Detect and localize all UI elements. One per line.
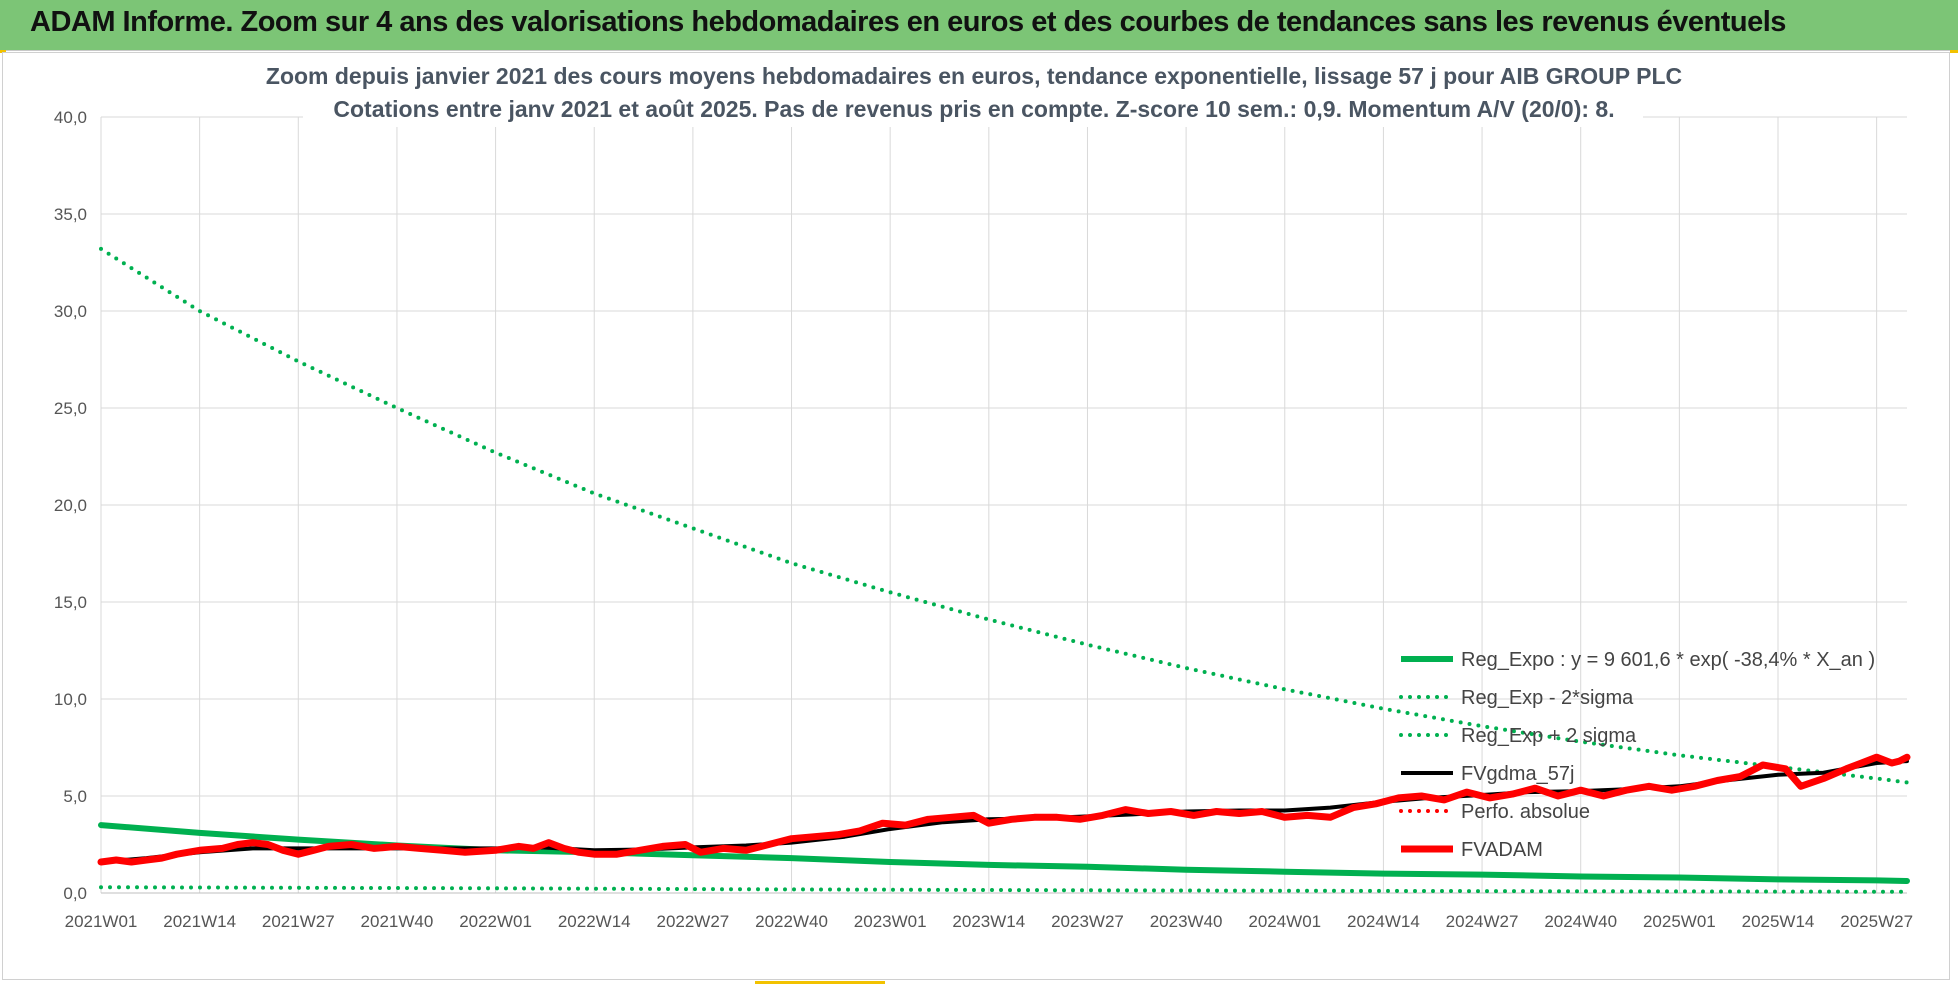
series-line-0	[98, 822, 1910, 884]
x-tick-label: 2025W01	[1643, 912, 1716, 931]
x-tick-label: 2022W40	[755, 912, 828, 931]
legend-label: FVgdma_57j	[1461, 763, 1574, 785]
legend: Reg_Expo : y = 9 601,6 * exp( -38,4% * X…	[1399, 649, 1875, 861]
x-tick-label: 2023W27	[1051, 912, 1124, 931]
x-tick-label: 2024W27	[1446, 912, 1519, 931]
legend-label: Reg_Exp - 2*sigma	[1461, 687, 1634, 709]
x-tick-label: 2024W40	[1544, 912, 1617, 931]
x-tick-label: 2021W14	[163, 912, 236, 931]
x-tick-label: 2022W01	[459, 912, 532, 931]
selection-edge-marker	[0, 50, 6, 53]
legend-label: Reg_Exp + 2 sigma	[1461, 725, 1637, 747]
y-tick-label: 0,0	[63, 884, 87, 903]
chart-title-line-1: Zoom depuis janvier 2021 des cours moyen…	[266, 63, 1682, 89]
x-tick-label: 2024W01	[1248, 912, 1321, 931]
x-tick-label: 2023W01	[854, 912, 927, 931]
x-tick-label: 2021W01	[65, 912, 138, 931]
chart-title-line-2: Cotations entre janv 2021 et août 2025. …	[333, 96, 1614, 122]
x-tick-label: 2023W40	[1150, 912, 1223, 931]
y-tick-label: 30,0	[54, 302, 87, 321]
y-tick-label: 35,0	[54, 205, 87, 224]
series-line-5	[97, 753, 1911, 866]
x-tick-label: 2023W14	[952, 912, 1025, 931]
x-tick-label: 2025W27	[1840, 912, 1913, 931]
x-tick-label: 2021W40	[361, 912, 434, 931]
series-line-2	[99, 246, 1909, 785]
chart-area[interactable]: 0,0 5,0 10,0 15,0 20,0 25,0 30,0 35,0 40,0 2021W…	[2, 52, 1950, 980]
gridlines	[100, 116, 1907, 894]
legend-label: FVADAM	[1461, 839, 1543, 861]
x-tick-label: 2021W27	[262, 912, 335, 931]
y-tick-label: 20,0	[54, 496, 87, 515]
y-tick-label: 40,0	[54, 108, 87, 127]
line-chart: 0,0 5,0 10,0 15,0 20,0 25,0 30,0 35,0 40,0 2021W…	[54, 59, 1913, 931]
x-tick-label: 2024W14	[1347, 912, 1420, 931]
data-series	[97, 246, 1911, 894]
y-tick-label: 15,0	[54, 593, 87, 612]
y-tick-label: 10,0	[54, 690, 87, 709]
selection-edge-marker	[1950, 50, 1958, 53]
x-tick-label: 2022W14	[558, 912, 631, 931]
report-header: ADAM Informe. Zoom sur 4 ans des valoris…	[0, 0, 1958, 51]
series-line-1	[99, 885, 1909, 894]
x-tick-label: 2025W14	[1742, 912, 1815, 931]
legend-label: Reg_Expo : y = 9 601,6 * exp( -38,4% * X…	[1461, 649, 1875, 671]
legend-label: Perfo. absolue	[1461, 801, 1590, 823]
x-axis: 2021W01 2021W14 2021W27 2021W40 2022W01 2022W…	[65, 912, 1913, 931]
y-tick-label: 25,0	[54, 399, 87, 418]
x-tick-label: 2022W27	[656, 912, 729, 931]
chart-title: Zoom depuis janvier 2021 des cours moyen…	[266, 59, 1682, 127]
selection-edge-marker	[755, 981, 885, 984]
y-tick-label: 5,0	[63, 787, 87, 806]
y-axis: 0,0 5,0 10,0 15,0 20,0 25,0 30,0 35,0 40,0	[54, 108, 87, 903]
report-title: ADAM Informe. Zoom sur 4 ans des valoris…	[30, 6, 1786, 38]
